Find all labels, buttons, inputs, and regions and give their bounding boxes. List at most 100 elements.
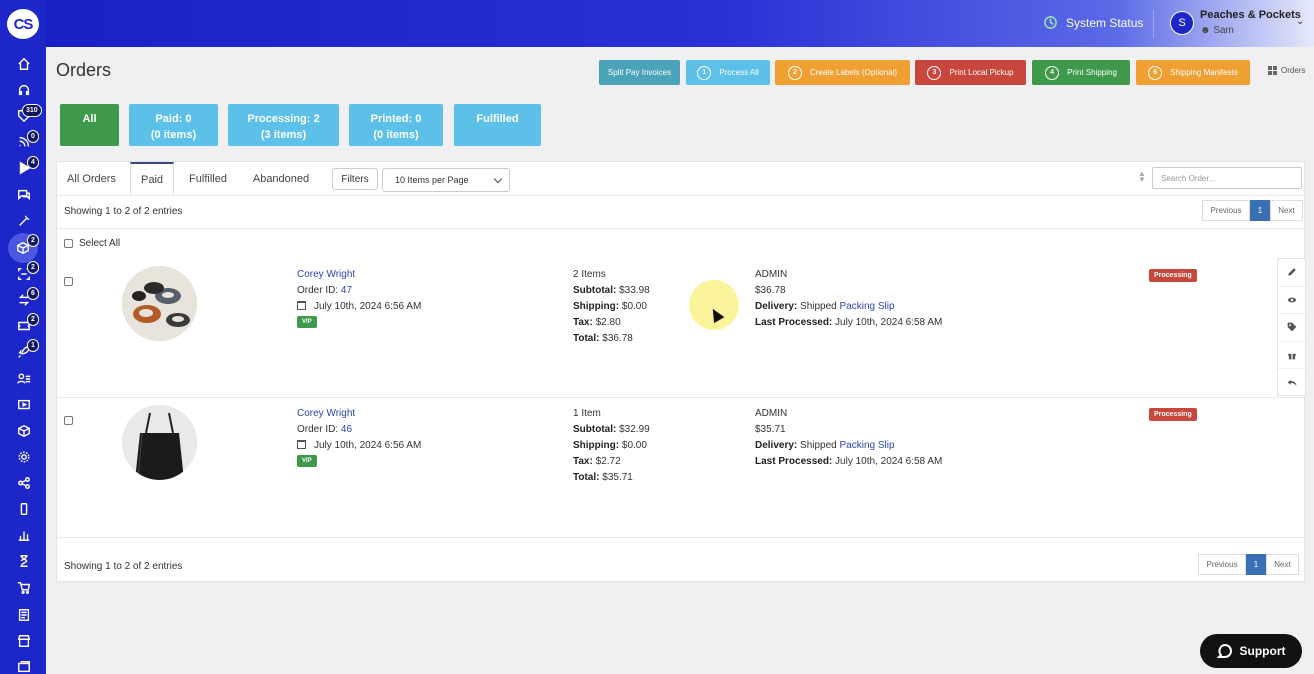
system-status-link[interactable]: System Status [1043, 15, 1143, 30]
sidebar-badge: 2 [27, 261, 39, 274]
store-icon[interactable] [13, 630, 35, 652]
stat-line1: Paid: 0 [155, 113, 192, 125]
shipping-value: $0.00 [621, 440, 647, 451]
chevron-down-icon[interactable]: ⌄ [1296, 16, 1305, 27]
product-image[interactable] [122, 266, 197, 341]
cards-icon[interactable] [13, 656, 35, 674]
step-number: 6 [1148, 65, 1163, 80]
showing-text: Showing 1 to 2 of 2 entries [64, 206, 183, 217]
order-date-value: July 10th, 2024 6:56 AM [314, 301, 422, 312]
next-button[interactable]: Next [1270, 200, 1303, 221]
amount: $36.78 [755, 285, 786, 296]
video-icon[interactable] [13, 394, 35, 416]
delivery-label: Delivery: [755, 440, 798, 451]
shipping-manifests-button[interactable]: 6 Shipping Manifests [1136, 60, 1250, 85]
search-input[interactable]: Search Order... [1152, 167, 1302, 189]
cube-icon[interactable] [13, 420, 35, 442]
undo-icon[interactable] [1278, 369, 1305, 397]
order-id-link[interactable]: 47 [340, 285, 353, 296]
filter-paid[interactable]: Paid: 0 (0 items) [129, 104, 218, 146]
user-list-icon[interactable] [13, 368, 35, 390]
tab-abandoned[interactable]: Abandoned [252, 172, 310, 185]
order-id-link[interactable]: 46 [340, 424, 353, 435]
support-button[interactable]: Support [1200, 634, 1302, 668]
sidebar: CS 310 0 4 2 2 6 2 1 [0, 0, 46, 674]
split-pay-invoices-button[interactable]: Split Pay Invoices [599, 60, 680, 85]
user-name[interactable]: Peaches & Pockets [1200, 9, 1301, 21]
play-icon[interactable] [13, 157, 35, 179]
logo[interactable]: CS [7, 9, 39, 39]
print-shipping-button[interactable]: 4 Print Shipping [1032, 60, 1130, 85]
clock-icon [1044, 16, 1057, 29]
hourglass-icon[interactable] [13, 550, 35, 572]
create-labels-button[interactable]: 2 Create Labels (Optional) [775, 60, 910, 85]
user-sub: ☻ Sam [1200, 25, 1234, 36]
print-local-pickup-button[interactable]: 3 Print Local Pickup [915, 60, 1026, 85]
return-icon[interactable] [13, 289, 35, 311]
customer-link[interactable]: Corey Wright [297, 269, 356, 280]
previous-button[interactable]: Previous [1198, 554, 1246, 575]
filter-fulfilled[interactable]: Fulfilled [454, 104, 541, 146]
sidebar-badge: 4 [27, 156, 39, 169]
sidebar-badge: 2 [27, 234, 39, 247]
next-button[interactable]: Next [1266, 554, 1299, 575]
product-image[interactable] [122, 405, 197, 480]
process-all-button[interactable]: 1 Process All [686, 60, 770, 85]
tag-icon[interactable] [1278, 314, 1305, 342]
shipping-label: Shipping: [573, 301, 620, 312]
page-1-button[interactable]: 1 [1250, 200, 1270, 221]
items-count: 1 Item [573, 408, 601, 419]
per-page-select[interactable]: 10 Items per Page [382, 168, 510, 192]
customer-link[interactable]: Corey Wright [297, 408, 356, 419]
header-divider [1153, 10, 1154, 38]
tab-all-orders[interactable]: All Orders [67, 172, 116, 185]
order-id-label: Order ID: [297, 424, 339, 435]
step-number: 1 [697, 65, 712, 80]
tab-paid[interactable]: Paid [130, 162, 174, 195]
cart-icon[interactable] [13, 577, 35, 599]
order-checkbox[interactable] [64, 277, 73, 286]
magic-wand-icon[interactable] [13, 210, 35, 232]
tax-value: $2.72 [595, 456, 621, 467]
edit-icon[interactable] [1278, 259, 1305, 287]
filter-all[interactable]: All [60, 104, 119, 146]
tax-value: $2.80 [595, 317, 621, 328]
order-checkbox[interactable] [64, 416, 73, 425]
packing-slip-link[interactable]: Packing Slip [839, 440, 895, 451]
stat-line1: Fulfilled [476, 113, 519, 125]
vip-badge: VIP [297, 316, 317, 329]
chat-icon[interactable] [13, 184, 35, 206]
mobile-icon[interactable] [13, 498, 35, 520]
step-number: 2 [787, 65, 802, 80]
showing-text-bottom: Showing 1 to 2 of 2 entries [64, 561, 183, 572]
subtotal-label: Subtotal: [573, 285, 617, 296]
filters-button[interactable]: Filters [332, 168, 378, 190]
select-all-checkbox[interactable] [64, 239, 73, 248]
divider [57, 397, 1306, 398]
filter-printed[interactable]: Printed: 0 (0 items) [349, 104, 443, 146]
order-processing: ADMIN $35.71 Delivery: Shipped Packing S… [755, 406, 942, 470]
avatar[interactable]: S [1170, 11, 1194, 35]
share-icon[interactable] [13, 472, 35, 494]
status-badge: Processing [1149, 408, 1197, 421]
gear-icon[interactable] [13, 446, 35, 468]
tab-fulfilled[interactable]: Fulfilled [189, 172, 227, 185]
sort-icon[interactable]: ▲ ▼ [1138, 169, 1146, 184]
sidebar-badge: 310 [22, 104, 42, 117]
rss-icon[interactable] [13, 131, 35, 153]
packing-slip-link[interactable]: Packing Slip [839, 301, 895, 312]
row-actions [1277, 258, 1306, 396]
breadcrumb[interactable]: Orders [1268, 66, 1305, 75]
gift-icon[interactable] [1278, 342, 1305, 370]
filter-processing[interactable]: Processing: 2 (3 items) [228, 104, 339, 146]
last-processed-value: July 10th, 2024 6:58 AM [835, 456, 943, 467]
headset-icon[interactable] [13, 79, 35, 101]
home-icon[interactable] [13, 53, 35, 75]
bar-chart-icon[interactable] [13, 524, 35, 546]
previous-button[interactable]: Previous [1202, 200, 1250, 221]
page-1-button[interactable]: 1 [1246, 554, 1266, 575]
select-all-label: Select All [79, 238, 121, 249]
eye-icon[interactable] [1278, 287, 1305, 315]
last-processed-label: Last Processed: [755, 317, 833, 328]
document-icon[interactable] [13, 604, 35, 626]
